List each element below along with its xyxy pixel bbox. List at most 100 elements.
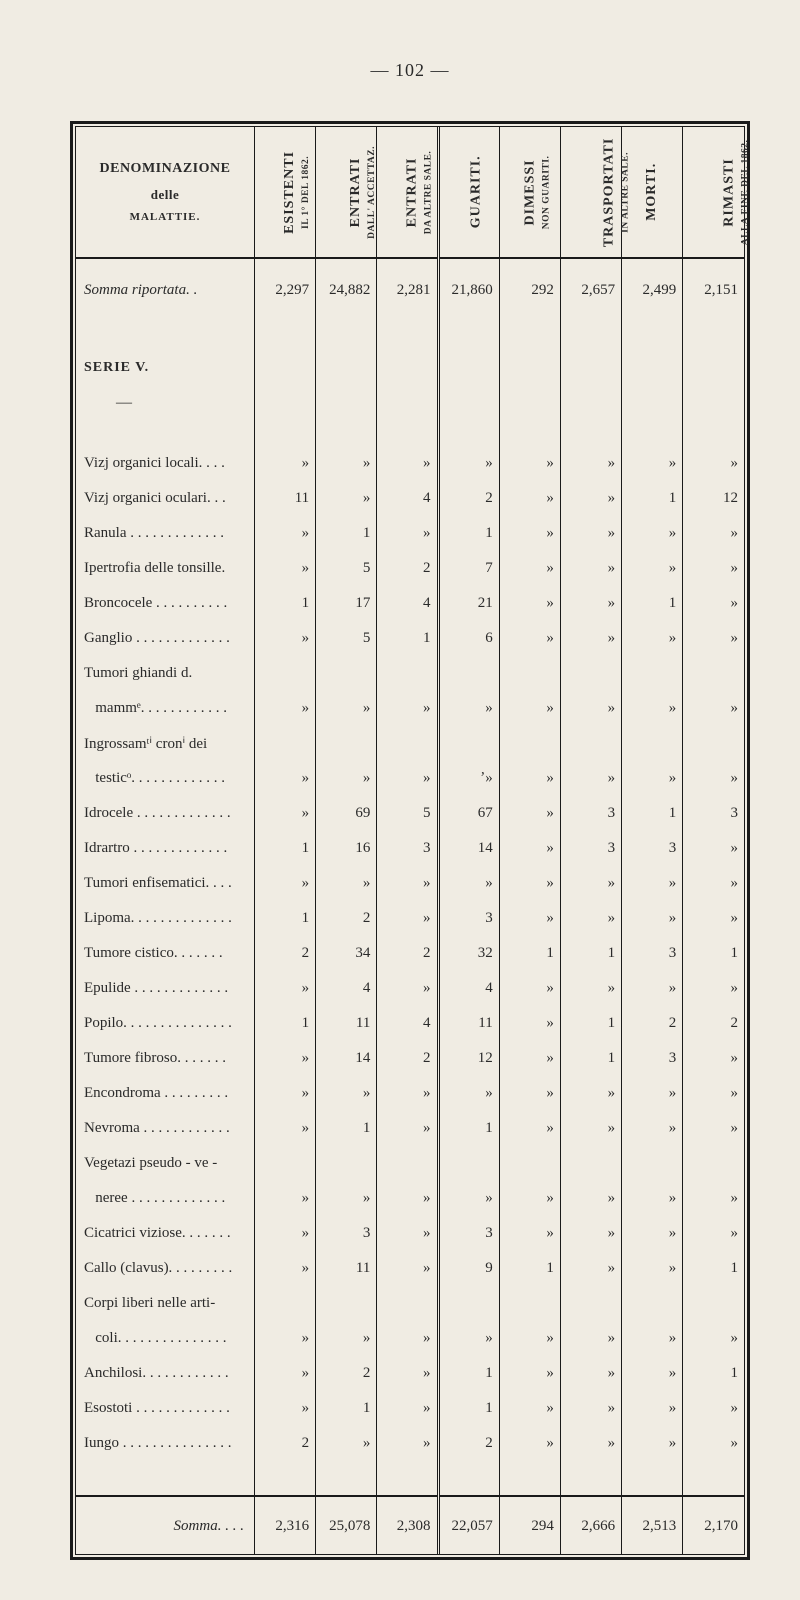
cell: 2 — [377, 1041, 438, 1076]
cell: » — [377, 761, 438, 796]
cell: » — [316, 1181, 377, 1216]
cell: » — [316, 1426, 377, 1461]
cell — [560, 350, 621, 385]
cell: 4 — [377, 481, 438, 516]
cell — [254, 314, 315, 350]
data-row: Idrartro . . . . . . . . . . . . .116314… — [76, 831, 744, 866]
page-number: — 102 — — [70, 60, 750, 81]
data-row: mammᵉ. . . . . . . . . . . .»»»»»»»» — [76, 691, 744, 726]
cell: » — [499, 866, 560, 901]
cell: 4 — [438, 971, 499, 1006]
cell — [377, 1286, 438, 1321]
data-row: Ganglio . . . . . . . . . . . . .»516»»»… — [76, 621, 744, 656]
row-label: Iungo . . . . . . . . . . . . . . . — [76, 1426, 254, 1461]
cell: 2 — [254, 1426, 315, 1461]
cell: » — [499, 1391, 560, 1426]
cell: » — [683, 1041, 744, 1076]
serie-dash: — — [76, 385, 254, 420]
row-label: Broncocele . . . . . . . . . . — [76, 586, 254, 621]
cell: » — [560, 1111, 621, 1146]
row-serie-dash: — — [76, 385, 744, 420]
cell: » — [499, 1076, 560, 1111]
row-label: Ranula . . . . . . . . . . . . . — [76, 516, 254, 551]
cell: » — [560, 901, 621, 936]
cell — [499, 420, 560, 446]
cell — [499, 1461, 560, 1496]
cell: 1 — [683, 1251, 744, 1286]
cell: 7 — [438, 551, 499, 586]
data-row: Cicatrici viziose. . . . . . .»3»3»»»» — [76, 1216, 744, 1251]
cell: » — [622, 1426, 683, 1461]
cell: 1 — [316, 516, 377, 551]
cell — [254, 350, 315, 385]
cell: 1 — [622, 796, 683, 831]
cell — [683, 1286, 744, 1321]
cell: » — [316, 866, 377, 901]
cell: » — [254, 1216, 315, 1251]
cell: » — [438, 1076, 499, 1111]
cell: » — [499, 1006, 560, 1041]
cell: » — [560, 446, 621, 481]
cell: 2 — [438, 481, 499, 516]
header-entrati-accettaz: ENTRATIDALL' ACCETTAZ. — [316, 127, 377, 258]
cell — [683, 1461, 744, 1496]
row-label: Ingrossamᵗⁱ cronⁱ dei — [76, 726, 254, 761]
row-label: Encondroma . . . . . . . . . — [76, 1076, 254, 1111]
cell: 69 — [316, 796, 377, 831]
header-denominazione-l1: DENOMINAZIONE — [76, 156, 254, 183]
cell: 3 — [316, 1216, 377, 1251]
header-col5-sub: NON GUARITI. — [540, 155, 553, 229]
cell — [254, 726, 315, 761]
cell — [316, 350, 377, 385]
data-row: testicᵒ. . . . . . . . . . . . .»»»ʼ»»»»… — [76, 761, 744, 796]
cell: » — [622, 1321, 683, 1356]
cell: 9 — [438, 1251, 499, 1286]
cell: » — [683, 1111, 744, 1146]
header-row: DENOMINAZIONE delle MALATTIE. ESISTENTII… — [76, 127, 744, 258]
cell: 294 — [499, 1496, 560, 1554]
cell — [438, 656, 499, 691]
cell: 12 — [438, 1041, 499, 1076]
cell: » — [316, 1321, 377, 1356]
header-col8-main: RIMASTI — [720, 139, 740, 245]
data-row: Tumore fibroso. . . . . . .»14212»13» — [76, 1041, 744, 1076]
data-row: Tumore cistico. . . . . . .2342321131 — [76, 936, 744, 971]
cell: 11 — [254, 481, 315, 516]
row-somma-riportata: Somma riportata. .2,29724,8822,28121,860… — [76, 258, 744, 314]
cell — [683, 420, 744, 446]
cell — [254, 420, 315, 446]
cell: » — [499, 1216, 560, 1251]
data-row: Vegetazi pseudo - ve - — [76, 1146, 744, 1181]
cell: 1 — [438, 516, 499, 551]
cell: » — [254, 551, 315, 586]
cell — [254, 1461, 315, 1496]
row-label — [76, 314, 254, 350]
cell: 2 — [316, 1356, 377, 1391]
cell: » — [499, 586, 560, 621]
cell: » — [560, 866, 621, 901]
cell: » — [377, 446, 438, 481]
data-row: Esostoti . . . . . . . . . . . . .»1»1»»… — [76, 1391, 744, 1426]
cell: » — [377, 516, 438, 551]
cell: » — [377, 901, 438, 936]
row-label: Tumori ghiandi d. — [76, 656, 254, 691]
cell: » — [254, 1041, 315, 1076]
data-row: Epulide . . . . . . . . . . . . .»4»4»»»… — [76, 971, 744, 1006]
cell: 2 — [377, 936, 438, 971]
cell: » — [622, 1391, 683, 1426]
cell: » — [377, 1111, 438, 1146]
cell: 2 — [438, 1426, 499, 1461]
cell: 2,657 — [560, 258, 621, 314]
cell: » — [683, 691, 744, 726]
cell: » — [499, 481, 560, 516]
row-label — [76, 420, 254, 446]
cell: 16 — [316, 831, 377, 866]
cell: » — [377, 691, 438, 726]
cell — [560, 726, 621, 761]
cell: 3 — [560, 796, 621, 831]
cell — [377, 1461, 438, 1496]
cell: » — [499, 1041, 560, 1076]
cell: » — [254, 1076, 315, 1111]
cell — [683, 656, 744, 691]
cell: 1 — [560, 936, 621, 971]
